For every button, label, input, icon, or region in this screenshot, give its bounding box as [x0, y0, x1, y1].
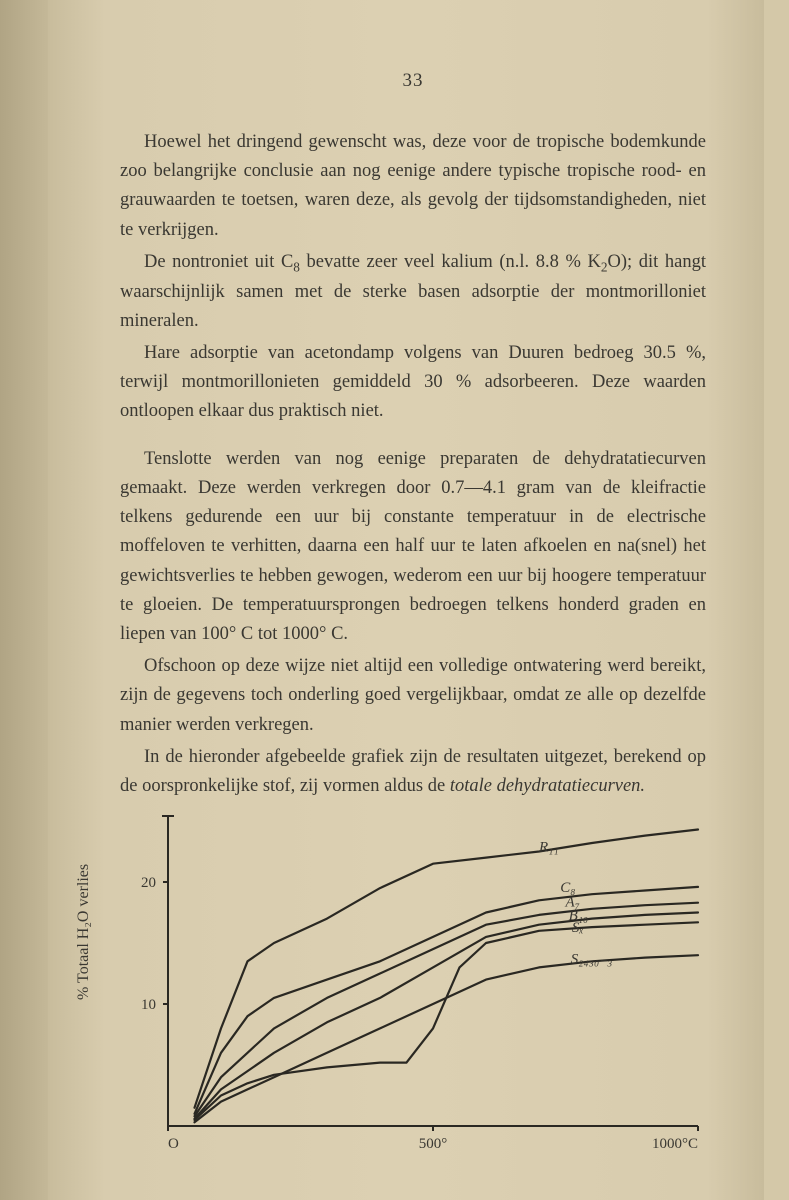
- dehydration-chart: % Totaal H₂O verlies 1020O500°1000°CR₁₁C…: [110, 811, 730, 1171]
- p2-b: bevatte zeer veel kalium (n.l. 8.8 % K: [300, 252, 601, 272]
- series-label-Sx: Sₓ: [572, 920, 584, 936]
- series-Sx: [195, 923, 699, 1121]
- series-label-S2430-3: S₂₄₃₀₋₃: [571, 952, 613, 968]
- paragraph-5: Ofschoon op deze wijze niet altijd een v…: [120, 652, 706, 740]
- series-S2430-3: [195, 956, 699, 1123]
- paragraph-3: Hare adsorptie van acetondamp volgens va…: [120, 339, 706, 427]
- series-A7: [195, 903, 699, 1116]
- svg-text:O: O: [168, 1136, 179, 1152]
- sub-c8: 8: [293, 260, 300, 275]
- book-page: 33 Hoewel het dringend gewenscht was, de…: [48, 0, 764, 1200]
- series-R11: [195, 830, 699, 1108]
- paragraph-2: De nontroniet uit C8 bevatte zeer veel k…: [120, 248, 706, 336]
- svg-text:1000°C: 1000°C: [652, 1136, 698, 1152]
- chart-y-label: % Totaal H₂O verlies: [75, 864, 93, 1000]
- series-label-R11: R₁₁: [538, 840, 559, 856]
- book-spine: [0, 0, 48, 1200]
- paragraph-6: In de hieronder afgebeelde grafiek zijn …: [120, 743, 706, 801]
- svg-text:10: 10: [141, 997, 156, 1013]
- paragraph-4: Tenslotte werden van nog eenige preparat…: [120, 445, 706, 650]
- chart-svg: 1020O500°1000°CR₁₁C₈A₇B₁₀SₓS₂₄₃₀₋₃: [110, 811, 730, 1171]
- paragraph-1: Hoewel het dringend gewenscht was, deze …: [120, 128, 706, 245]
- series-label-C8: C₈: [560, 880, 575, 896]
- page-number: 33: [120, 70, 706, 92]
- p6-em: totale dehydratatiecurven.: [450, 776, 645, 796]
- p2-a: De nontroniet uit C: [144, 252, 293, 272]
- sub-k2o: 2: [601, 260, 608, 275]
- svg-text:500°: 500°: [419, 1136, 448, 1152]
- svg-text:20: 20: [141, 875, 156, 891]
